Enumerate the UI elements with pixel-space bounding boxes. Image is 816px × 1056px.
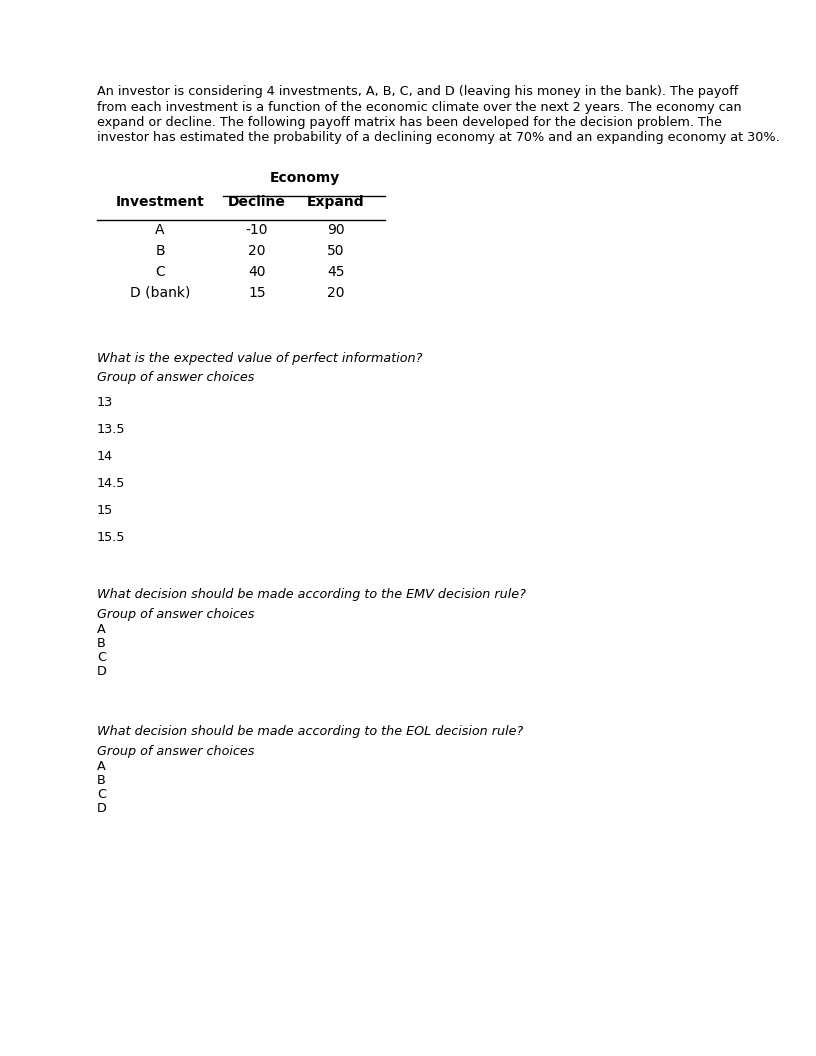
Text: Investment: Investment [116,195,204,209]
Text: from each investment is a function of the economic climate over the next 2 years: from each investment is a function of th… [97,100,742,113]
Text: D: D [97,665,107,678]
Text: Group of answer choices: Group of answer choices [97,608,255,621]
Text: 40: 40 [248,265,266,279]
Text: 90: 90 [327,223,345,237]
Text: 13: 13 [97,396,113,409]
Text: Group of answer choices: Group of answer choices [97,744,255,758]
Text: Decline: Decline [228,195,286,209]
Text: What decision should be made according to the EMV decision rule?: What decision should be made according t… [97,588,526,601]
Text: 20: 20 [327,286,344,300]
Text: B: B [97,774,106,787]
Text: 20: 20 [248,244,266,258]
Text: 15.5: 15.5 [97,531,126,544]
Text: B: B [155,244,165,258]
Text: expand or decline. The following payoff matrix has been developed for the decisi: expand or decline. The following payoff … [97,116,722,129]
Text: Economy: Economy [270,171,340,185]
Text: investor has estimated the probability of a declining economy at 70% and an expa: investor has estimated the probability o… [97,132,780,145]
Text: A: A [97,623,106,636]
Text: D (bank): D (bank) [130,286,190,300]
Text: B: B [97,637,106,650]
Text: 50: 50 [327,244,344,258]
Text: 13.5: 13.5 [97,423,126,436]
Text: C: C [97,650,106,664]
Text: 14: 14 [97,450,113,463]
Text: Group of answer choices: Group of answer choices [97,371,255,384]
Text: Expand: Expand [307,195,365,209]
Text: 14.5: 14.5 [97,477,126,490]
Text: A: A [97,760,106,773]
Text: 45: 45 [327,265,344,279]
Text: -10: -10 [246,223,268,237]
Text: 15: 15 [248,286,266,300]
Text: C: C [155,265,165,279]
Text: 15: 15 [97,504,113,517]
Text: D: D [97,802,107,815]
Text: C: C [97,788,106,802]
Text: What decision should be made according to the EOL decision rule?: What decision should be made according t… [97,725,523,738]
Text: What is the expected value of perfect information?: What is the expected value of perfect in… [97,352,423,365]
Text: An investor is considering 4 investments, A, B, C, and D (leaving his money in t: An investor is considering 4 investments… [97,84,738,98]
Text: A: A [155,223,165,237]
